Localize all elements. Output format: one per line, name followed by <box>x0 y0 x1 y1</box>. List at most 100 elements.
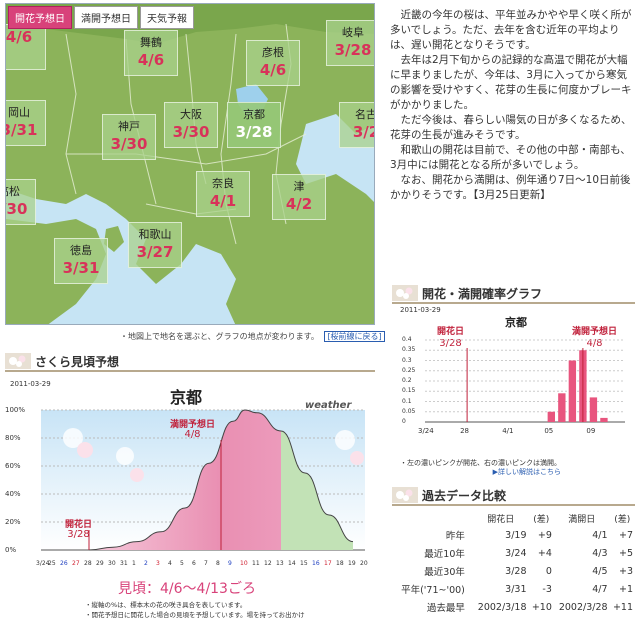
land-awaji <box>104 226 124 252</box>
prob-bar <box>558 393 566 422</box>
y-tick-label: 0.4 <box>402 336 412 343</box>
city-kobe[interactable]: 神戸 3/30 <box>102 114 156 160</box>
x-tick-label: 10 <box>240 560 248 567</box>
area-map[interactable]: 開花予想日 満開予想日 天気予報 4/6 舞鶴 4/6 岐阜 3/28 彦根 4… <box>5 3 375 325</box>
tab-weather-forecast[interactable]: 天気予報 <box>140 6 194 29</box>
y-tick-label: 0.05 <box>402 407 416 415</box>
city-hikone[interactable]: 彦根 4/6 <box>246 40 300 86</box>
table-cell: 3/24 <box>505 547 527 559</box>
table-cell: +1 <box>618 583 633 595</box>
table-cell: 3/28 <box>505 565 527 577</box>
prob-chart-plot <box>425 339 625 423</box>
table-cell: 2002/3/18 <box>477 601 527 613</box>
viewing-period: 見頃：4/6～4/13ごろ <box>118 581 256 597</box>
x-tick-label: 5 <box>180 560 184 567</box>
table-cell: 2002/3/28 <box>558 601 608 613</box>
tab-full-bloom-date[interactable]: 満開予想日 <box>74 6 138 29</box>
chart-notes: ・縦軸の%は、標本木の花の咲き具合を表しています。 ・開花予想日に開花した場合の… <box>85 601 305 619</box>
prob-bar <box>568 360 577 422</box>
x-tick-label: 13 <box>276 560 284 567</box>
table-cell: 最近10年 <box>424 549 465 560</box>
city-tsu[interactable]: 津 4/2 <box>272 174 326 220</box>
x-tick-label: 18 <box>336 560 344 567</box>
prob-full-label: 満開予想日 4/8 <box>572 327 618 349</box>
y-tick-label: 100% <box>5 406 26 414</box>
table-cell: +5 <box>618 547 633 559</box>
x-tick-label: 6 <box>192 560 196 567</box>
y-tick-label: 0.25 <box>402 366 416 374</box>
city-kyoto[interactable]: 京都 3/28 <box>227 102 281 148</box>
prob-notes: ・左の濃いピンクが開花、右の濃いピンクは満開。 ▶詳しい解説はこちら <box>400 459 561 476</box>
y-tick-label: 80% <box>5 434 21 442</box>
city-okayama[interactable]: 岡山 3/31 <box>6 100 46 146</box>
x-tick-label: 3 <box>156 560 160 567</box>
table-cell: 3/19 <box>505 529 527 541</box>
y-tick-label: 0.2 <box>402 377 412 384</box>
city-unnamed-west[interactable]: 4/6 <box>6 24 46 70</box>
prob-chart-date: 2011-03-29 <box>400 306 441 314</box>
prob-bloom-label: 開花日 3/28 <box>437 327 465 349</box>
y-tick-label: 0.1 <box>402 397 412 405</box>
table-cell: 平年('71~'00) <box>401 585 465 596</box>
x-tick-label: 9 <box>228 560 232 567</box>
map-note: ・地図上で地名を選ぶと、グラフの地点が変わります。 [桜前線に戻る] <box>120 331 385 342</box>
table-cell: 0 <box>545 565 552 577</box>
x-tick-label: 16 <box>312 560 320 567</box>
city-takamatsu[interactable]: 高松 3/30 <box>6 179 36 225</box>
x-tick-label: 3/24 <box>418 427 434 435</box>
article-paragraph: 和歌山の開花は目前で、その他の中部・南部も、3月中には開花となる所が多いでしょう… <box>390 144 631 171</box>
city-gifu[interactable]: 岐阜 3/28 <box>326 20 374 66</box>
x-tick-label: 11 <box>252 560 260 567</box>
table-cell: -3 <box>542 583 552 595</box>
city-wakayama[interactable]: 和歌山 3/27 <box>128 222 182 268</box>
x-tick-label: 2 <box>144 560 148 567</box>
y-tick-label: 0.3 <box>402 356 412 364</box>
article-paragraph: ただ今後は、春らしい陽気の日が多くなるため、花芽の生長が進みそうです。 <box>390 114 632 141</box>
city-osaka[interactable]: 大阪 3/30 <box>164 102 218 148</box>
full-bloom-label: 満開予想日 4/8 <box>170 420 216 440</box>
table-cell: 4/1 <box>592 529 608 541</box>
bloom-curve <box>88 409 354 551</box>
y-tick-label: 0 <box>402 418 406 425</box>
table-cell: 最近30年 <box>424 567 465 578</box>
city-maizuru[interactable]: 舞鶴 4/6 <box>124 30 178 76</box>
x-tick-label: 4/1 <box>502 427 514 435</box>
y-tick-label: 0.15 <box>402 387 416 395</box>
bloom-viewing-chart: 2011-03-29 京都 weather map <box>5 380 375 600</box>
back-to-front-link[interactable]: [桜前線に戻る] <box>324 331 385 342</box>
prob-bar <box>600 417 608 422</box>
table-row: 最近10年 3/24 +4 4/3 +5 <box>395 544 635 562</box>
chart-date: 2011-03-29 <box>10 380 51 388</box>
x-tick-label: 29 <box>96 560 104 567</box>
city-nagoya[interactable]: 名古 3/2 <box>339 102 374 148</box>
table-header-row: 開花日 (差) 満開日 (差) <box>487 515 631 525</box>
table-cell: 4/3 <box>592 547 608 559</box>
blossom-decoration <box>63 428 364 482</box>
x-tick-label: 15 <box>300 560 308 567</box>
x-tick-label: 28 <box>84 560 92 567</box>
past-section-header: 過去データ比較 <box>392 486 635 506</box>
x-tick-label: 3/24 <box>36 560 50 567</box>
x-tick-label: 28 <box>460 427 470 435</box>
curve-fill-bloom <box>89 410 281 550</box>
x-tick-label: 27 <box>72 560 80 567</box>
x-tick-label: 20 <box>360 560 368 567</box>
prob-section-header: 開花・満開確率グラフ <box>392 284 635 304</box>
x-tick-label: 09 <box>586 427 596 435</box>
table-row: 最近30年 3/28 0 4/5 +3 <box>395 562 635 580</box>
details-link[interactable]: ▶詳しい解説はこちら <box>492 468 561 476</box>
city-tokushima[interactable]: 徳島 3/31 <box>54 238 108 284</box>
table-row: 平年('71~'00) 3/31 -3 4/7 +1 <box>395 580 635 598</box>
table-cell: +3 <box>618 565 633 577</box>
x-tick-label: 26 <box>60 560 68 567</box>
prob-bar <box>547 411 555 422</box>
table-cell: +10 <box>531 601 552 613</box>
city-nara[interactable]: 奈良 4/1 <box>196 171 250 217</box>
y-tick-label: 60% <box>5 462 21 470</box>
y-tick-label: 40% <box>5 490 21 498</box>
table-cell: +9 <box>537 529 552 541</box>
x-tick-label: 12 <box>264 560 272 567</box>
cherry-blossom-icon <box>392 285 418 301</box>
sakura-section-header: さくら見頃予想 <box>5 352 375 372</box>
tab-bloom-date[interactable]: 開花予想日 <box>8 6 72 29</box>
